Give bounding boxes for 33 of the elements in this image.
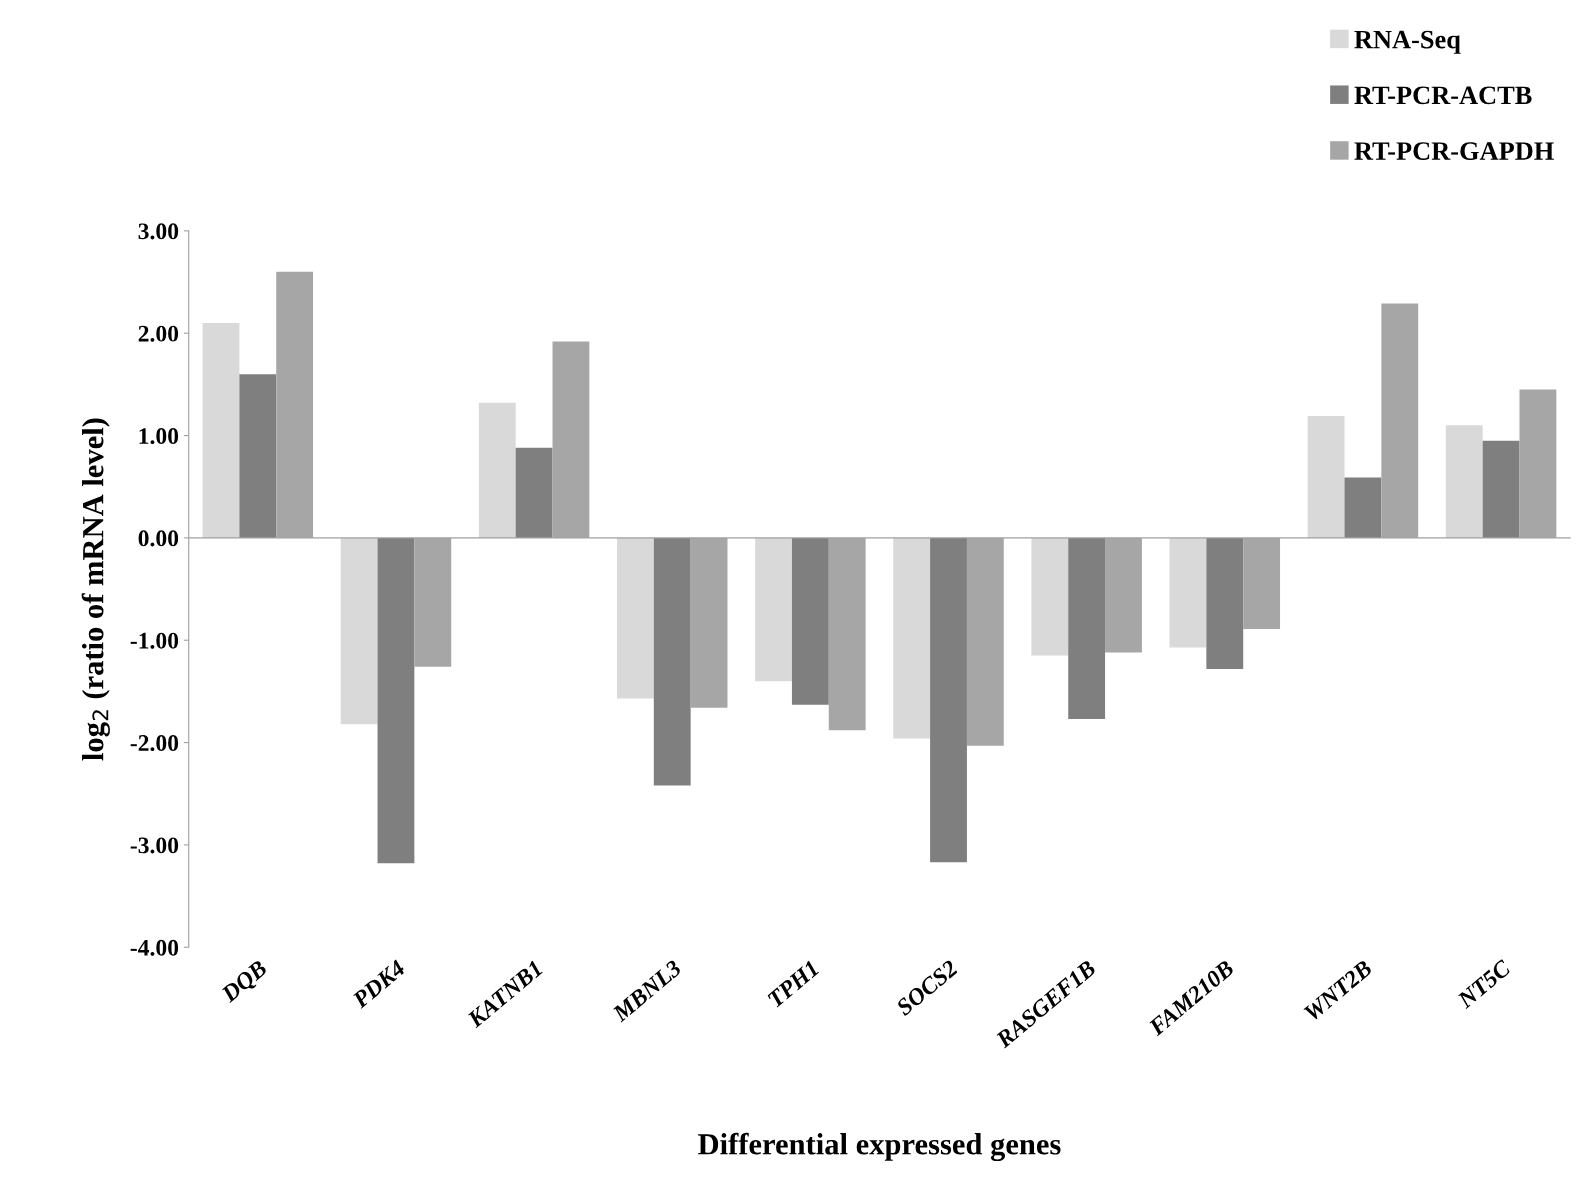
legend-label: RT-PCR-ACTB [1354,86,1532,105]
bar [755,537,792,682]
y-tick-label: 1.00 [139,428,179,445]
bar [1169,537,1207,648]
bar [1445,425,1483,538]
bar [340,537,378,725]
y-tick-label: 2.00 [138,325,179,342]
y-axis-title: log$_{2}$ (ratio of mRNA level) [81,418,110,761]
bar [1206,537,1244,669]
y-tick-label: 3.00 [138,223,179,240]
bar [1031,537,1069,656]
legend-label: RNA-Seq [1354,30,1461,54]
bar [893,537,931,739]
y-tick-label: -3.00 [130,837,179,854]
bar [202,322,240,538]
bar [1344,477,1382,538]
bar [1307,416,1345,538]
legend-label: RT-PCR-GAPDH [1354,142,1554,160]
y-tick-label: 0.00 [138,530,179,547]
bar [1068,537,1106,720]
bar [515,447,553,538]
y-tick-label: -2.00 [130,735,179,752]
bar [239,374,277,538]
bar [377,537,415,864]
bar [791,537,829,705]
bar [616,537,654,699]
bar [1482,440,1520,538]
x-axis-title: Differential expressed genes [698,1132,1061,1162]
y-tick-label: -4.00 [130,939,179,956]
bar [478,402,516,538]
bar [653,537,691,786]
y-tick-label: -1.00 [130,632,179,649]
bar [930,537,967,863]
